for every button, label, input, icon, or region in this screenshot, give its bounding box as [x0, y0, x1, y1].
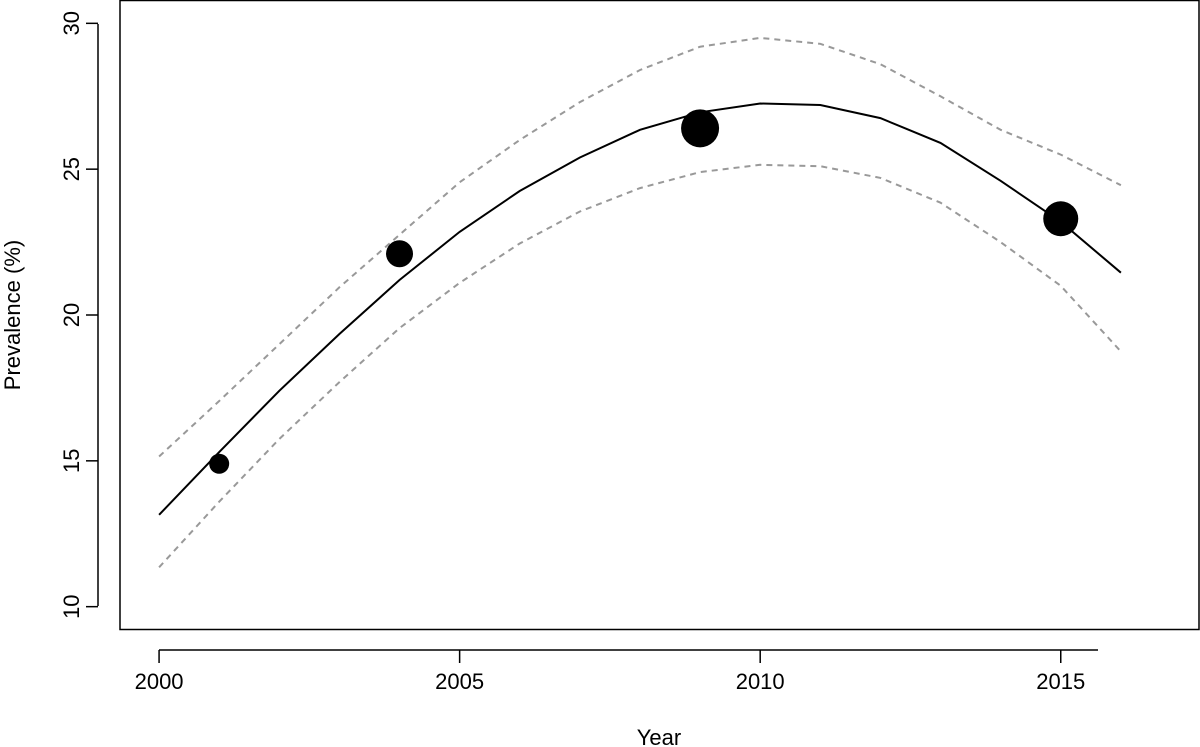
data-point [386, 240, 414, 268]
data-point [681, 109, 720, 148]
y-tick-label: 30 [59, 11, 84, 35]
x-axis: 2000 2005 2010 2015 [135, 649, 1098, 694]
fitted-curve [158, 102, 1122, 516]
confidence-band-lower [158, 163, 1122, 568]
data-point [209, 453, 230, 474]
x-tick-label: 2000 [135, 669, 184, 694]
y-axis: 10 15 20 25 30 [59, 11, 99, 619]
y-tick-label: 25 [59, 157, 84, 181]
y-tick-label: 10 [59, 594, 84, 618]
confidence-band [158, 36, 1122, 568]
y-axis-title: Prevalence (%) [0, 240, 25, 390]
y-tick-label: 15 [59, 449, 84, 473]
x-tick-label: 2015 [1036, 669, 1085, 694]
x-tick-label: 2010 [736, 669, 785, 694]
x-tick-label: 2005 [435, 669, 484, 694]
data-points [209, 109, 1079, 474]
x-axis-title: Year [637, 725, 681, 747]
fit-line [158, 102, 1122, 516]
data-point [1043, 201, 1079, 237]
plot-frame [119, 0, 1200, 631]
confidence-band-upper [158, 36, 1122, 458]
y-tick-label: 20 [59, 303, 84, 327]
